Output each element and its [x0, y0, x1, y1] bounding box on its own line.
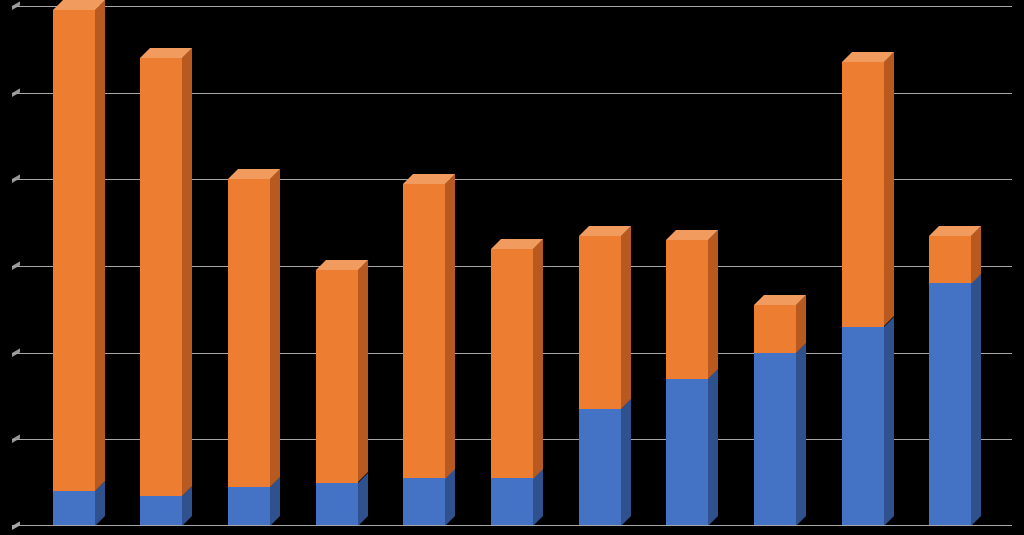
bar-segment-series-2 — [140, 58, 182, 496]
bar-segment-series-1 — [754, 353, 796, 526]
bar-segment-series-2 — [53, 10, 95, 491]
bar-segment-series-1 — [53, 491, 95, 526]
bar-segment-series-2 — [579, 236, 621, 409]
bar — [403, 184, 445, 526]
bar — [842, 62, 884, 526]
bar-segment-series-1 — [842, 327, 884, 526]
bar-segment-series-1 — [316, 483, 358, 526]
bar-segment-series-2 — [491, 249, 533, 479]
bar-segment-series-2 — [929, 236, 971, 284]
bar — [491, 249, 533, 526]
axis-baseline — [12, 525, 1012, 526]
stacked-bar-chart — [0, 0, 1024, 535]
bar — [579, 236, 621, 526]
bar-segment-series-2 — [754, 305, 796, 353]
bar-segment-series-1 — [491, 478, 533, 526]
bar-segment-series-1 — [403, 478, 445, 526]
bar — [140, 58, 182, 526]
bar-segment-series-1 — [666, 379, 708, 526]
bar — [754, 305, 796, 526]
plot-area — [12, 6, 1012, 526]
bar — [228, 179, 270, 526]
bar-segment-series-1 — [929, 283, 971, 526]
bar-segment-series-2 — [666, 240, 708, 379]
bar-segment-series-2 — [228, 179, 270, 487]
bar — [666, 240, 708, 526]
bar — [53, 10, 95, 526]
bar-segment-series-2 — [316, 270, 358, 482]
bar-segment-series-1 — [140, 496, 182, 526]
bar-segment-series-2 — [842, 62, 884, 326]
bar-segment-series-1 — [228, 487, 270, 526]
bar — [929, 236, 971, 526]
bar — [316, 270, 358, 526]
bar-segment-series-2 — [403, 184, 445, 479]
bars-container — [12, 6, 1012, 526]
bar-segment-series-1 — [579, 409, 621, 526]
